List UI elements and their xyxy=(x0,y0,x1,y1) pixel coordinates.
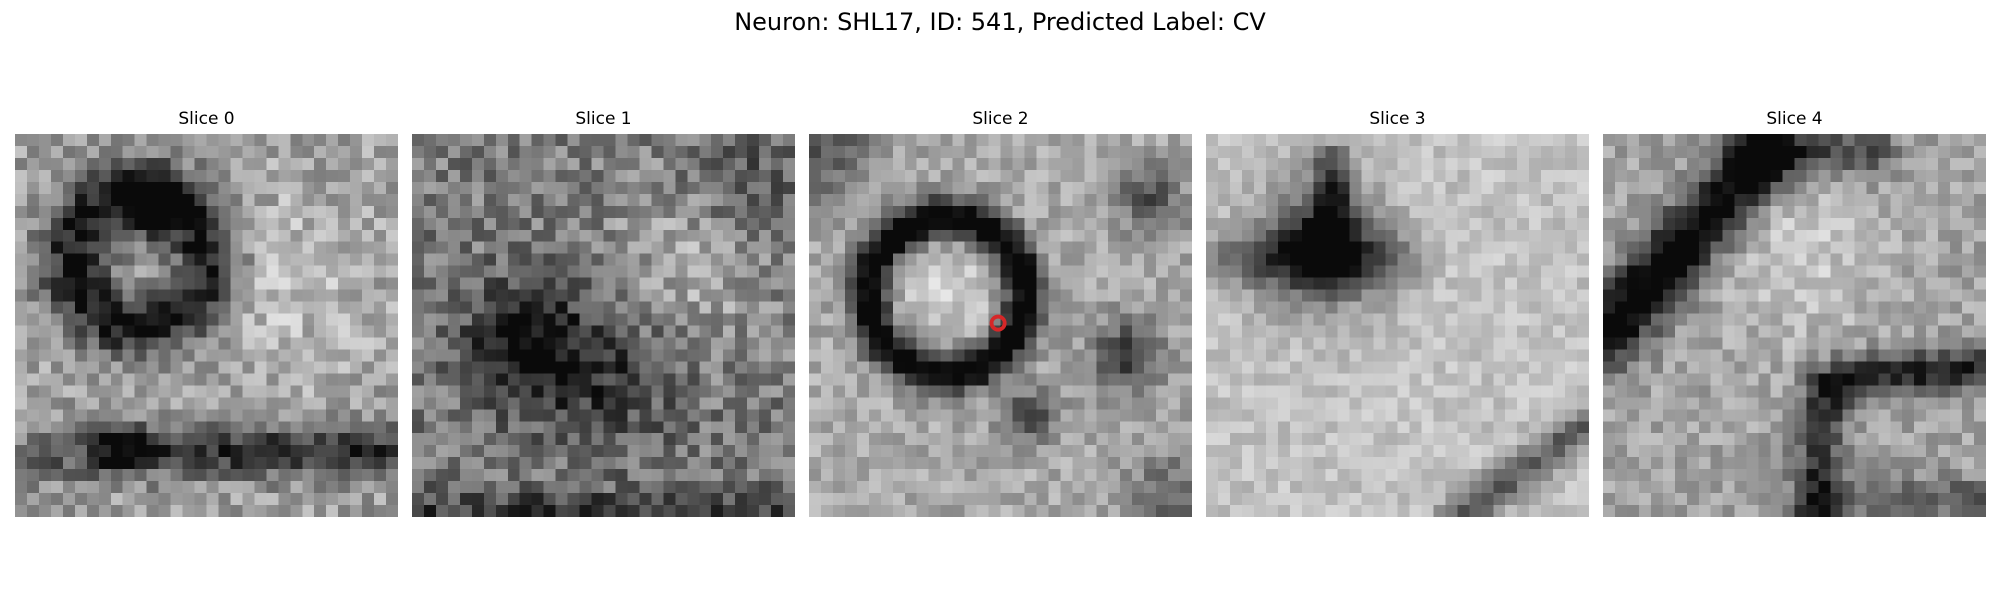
image-panel-slice-2 xyxy=(809,134,1192,517)
panel-title-slice-4: Slice 4 xyxy=(1766,109,1823,129)
image-panel-slice-1 xyxy=(412,134,795,517)
panel-title-slice-3: Slice 3 xyxy=(1369,109,1426,129)
image-panel-slice-4 xyxy=(1603,134,1986,517)
image-panel-slice-3 xyxy=(1206,134,1589,517)
image-panel-slice-0 xyxy=(15,134,398,517)
panel-title-slice-2: Slice 2 xyxy=(972,109,1029,129)
center-marker xyxy=(989,314,1007,332)
figure-title: Neuron: SHL17, ID: 541, Predicted Label:… xyxy=(734,8,1266,36)
panel-title-slice-1: Slice 1 xyxy=(575,109,632,129)
panel-title-slice-0: Slice 0 xyxy=(178,109,235,129)
